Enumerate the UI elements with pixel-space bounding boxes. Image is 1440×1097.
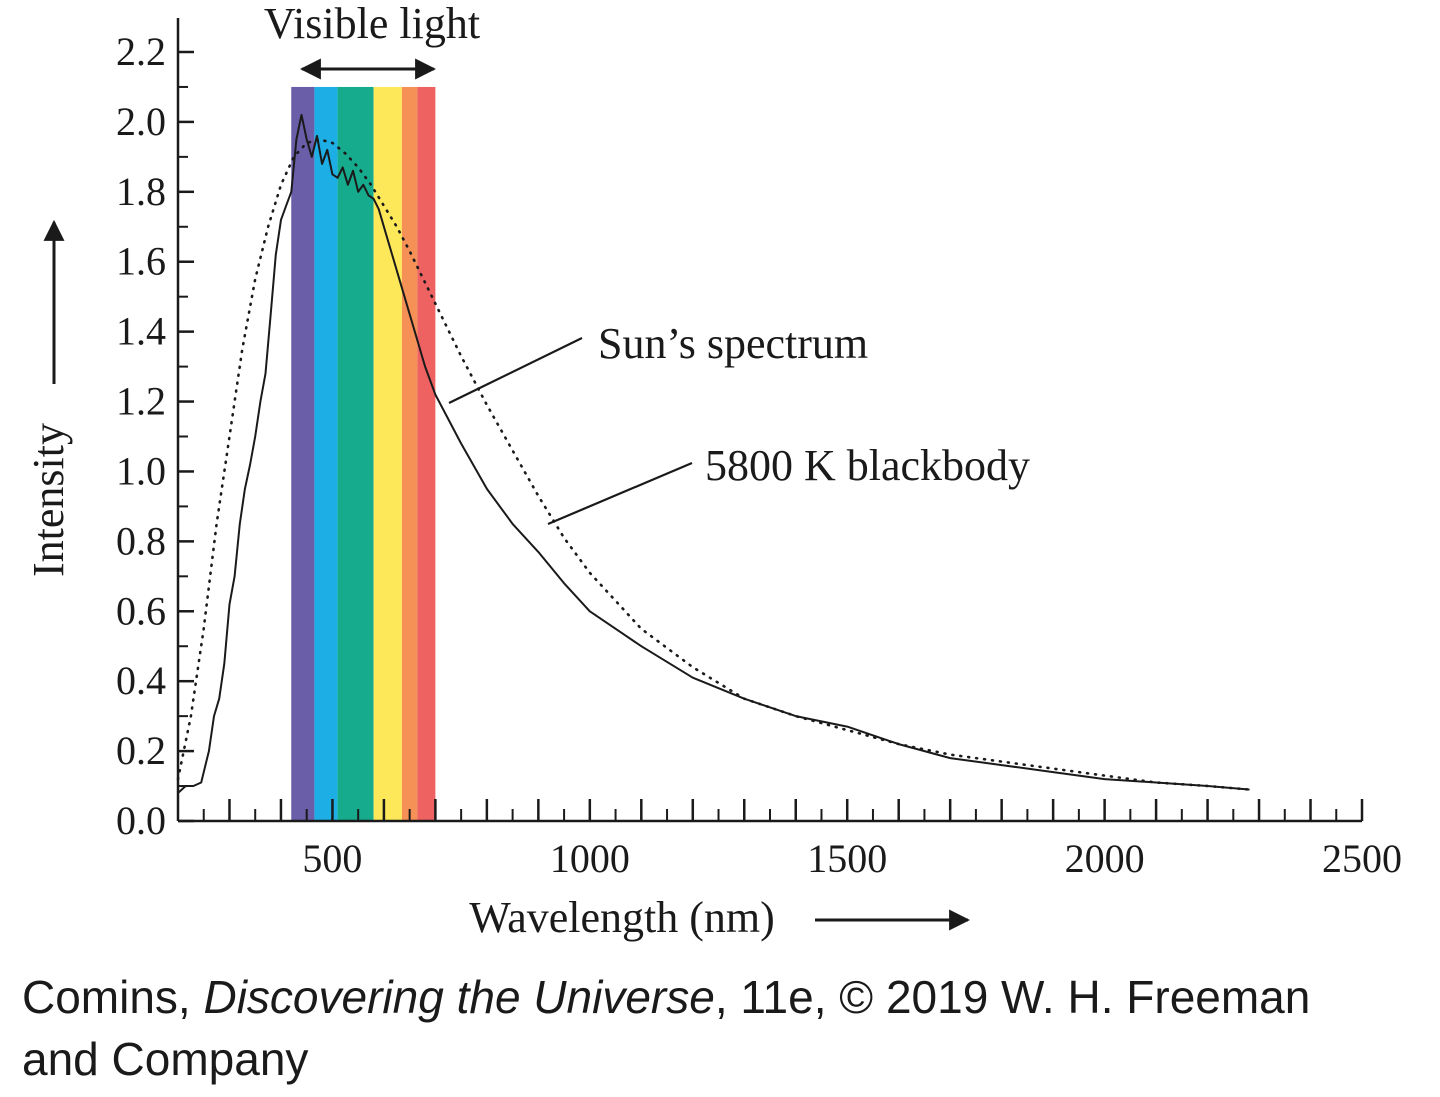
suns-spectrum-leader-line [448,337,583,404]
y-tick-label: 1.2 [116,379,166,424]
series-group [176,113,1250,794]
figure-caption: Comins, Discovering the Universe, 11e, ©… [22,966,1422,1090]
caption-author: Comins, [22,971,204,1023]
caption-edition: , 11e, © 2019 W. H. Freeman [714,971,1311,1023]
blackbody-label: 5800 K blackbody [705,441,1030,490]
y-tick-label: 0.2 [116,728,166,773]
x-tick-label: 1500 [807,836,887,881]
caption-publisher: and Company [22,1033,309,1085]
x-axis-title: Wavelength (nm) [469,893,775,942]
sun-spectrum-curve [177,113,1250,794]
x-tick-label: 2500 [1322,836,1402,881]
visible-light-bands [291,86,436,822]
blackbody-curve [176,138,1250,791]
caption-book-title: Discovering the Universe [203,971,715,1023]
y-tick-label: 0.8 [116,518,166,563]
y-tick-label: 0.6 [116,588,166,633]
y-tick-label: 2.0 [116,99,166,144]
y-axis-title: Intensity [24,423,73,577]
suns-spectrum-label: Sun’s spectrum [598,319,868,368]
y-axis-ticks: 0.0 0.2 0.4 0.6 0.8 1.0 1.2 1.4 1.6 1.8 2.0 2.2 [116,29,194,843]
x-axis-ticks: 500 1000 1500 2000 2500 [202,799,1402,881]
band-blue [314,86,338,822]
x-tick-label: 500 [302,836,362,881]
blackbody-leader-line [547,461,693,526]
band-red [417,86,436,822]
x-tick-label: 2000 [1065,836,1145,881]
band-violet [291,86,315,822]
x-tick-label: 1000 [550,836,630,881]
visible-light-label: Visible light [264,0,480,48]
y-tick-label: 2.2 [116,29,166,74]
y-tick-label: 1.6 [116,239,166,284]
band-green [337,86,374,822]
band-orange [401,86,418,822]
y-tick-label: 1.0 [116,448,166,493]
y-tick-label: 0.0 [116,798,166,843]
spectrum-chart: 0.0 0.2 0.4 0.6 0.8 1.0 1.2 1.4 1.6 1.8 2.0 2.2 500… [24,0,1402,942]
y-tick-label: 0.4 [116,658,166,703]
y-tick-label: 1.4 [116,309,166,354]
y-tick-label: 1.8 [116,169,166,214]
